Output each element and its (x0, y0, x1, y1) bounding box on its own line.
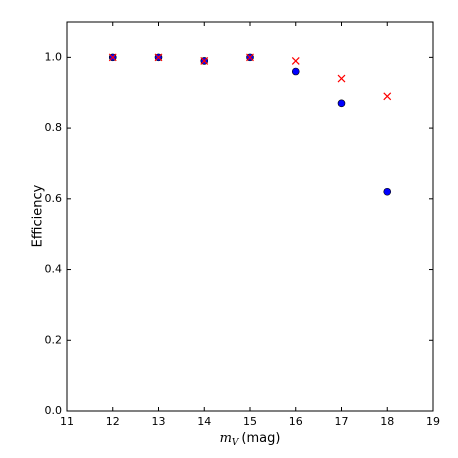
point-x (337, 74, 346, 83)
x-tick-label: 12 (106, 415, 120, 428)
x-tick-label: 11 (60, 415, 74, 428)
x-label-unit: (mag) (241, 431, 280, 446)
x-label-subscript: V (232, 438, 240, 448)
x-tick-label: 16 (289, 415, 303, 428)
x-tick-label: 19 (426, 415, 440, 428)
y-tick-label: 1.0 (45, 50, 63, 63)
point (337, 99, 346, 108)
x-tick-label: 15 (243, 415, 257, 428)
point-x (108, 53, 117, 62)
x-tick-label: 17 (335, 415, 349, 428)
point (291, 67, 300, 76)
point-x (246, 53, 254, 62)
y-tick-label: 0.2 (45, 333, 63, 346)
point (383, 187, 392, 196)
x-label-symbol: m (220, 431, 232, 446)
y-tick-label: 0.0 (45, 404, 63, 417)
point-x (383, 92, 392, 101)
y-axis-label: Efficiency (31, 184, 46, 247)
y-tick-label: 0.4 (45, 263, 63, 276)
point-x (291, 56, 300, 65)
point-x (154, 53, 163, 62)
x-tick-label: 13 (152, 415, 166, 428)
plot-frame (66, 21, 434, 412)
point-x (200, 56, 209, 65)
x-tick-label: 18 (380, 415, 394, 428)
x-tick-label: 14 (197, 415, 211, 428)
y-tick-label: 0.8 (45, 121, 63, 134)
x-axis-label: mV (mag) (220, 431, 281, 448)
y-tick-label: 0.6 (45, 192, 63, 205)
